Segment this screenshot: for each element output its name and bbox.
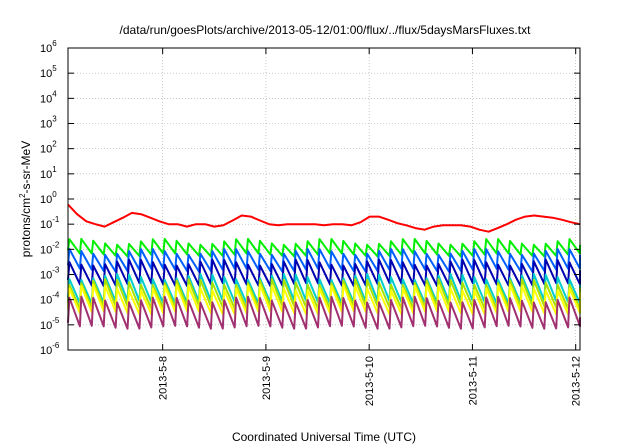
y-tick-label: 10-4 — [40, 291, 60, 307]
series-line — [67, 295, 581, 330]
y-tick-exponent: 4 — [52, 89, 57, 98]
y-tick-label: 10-5 — [40, 316, 60, 332]
y-axis-label: protons/cm2-s-sr-MeV — [18, 141, 33, 257]
series-line — [67, 237, 581, 258]
x-axis: 2013-5-8 2013-5-9 2013-5-10 2013-5-11 2013-5… — [158, 48, 583, 406]
x-tick-label: 2013-5-9 — [261, 356, 273, 400]
y-tick-exponent: -3 — [52, 266, 60, 275]
y-tick-label: 104 — [40, 89, 57, 105]
x-tick-label: 2013-5-8 — [158, 356, 170, 400]
y-tick-exponent: 2 — [52, 140, 57, 149]
y-tick-label: 101 — [40, 165, 57, 181]
y-tick-exponent: -1 — [52, 215, 60, 224]
y-tick-base: 10 — [40, 68, 52, 80]
chart-title: /data/run/goesPlots/archive/2013-05-12/0… — [120, 23, 532, 37]
y-tick-exponent: 6 — [52, 39, 57, 48]
y-tick-base: 10 — [40, 93, 52, 105]
y-tick-label: 10-3 — [40, 266, 60, 282]
y-tick-base: 10 — [40, 270, 52, 282]
y-axis-label-sup: 2 — [18, 193, 27, 198]
y-axis: 10-610-510-410-310-210-11001011021031041… — [40, 39, 580, 357]
y-tick-label: 10-2 — [40, 240, 60, 256]
series-line — [67, 248, 581, 273]
grid — [68, 48, 580, 350]
x-tick-label: 2013-5-11 — [467, 356, 479, 405]
y-tick-label: 10-1 — [40, 215, 60, 231]
y-axis-label-pre: protons/cm — [19, 198, 33, 257]
series-line — [67, 278, 581, 310]
x-axis-label: Coordinated Universal Time (UTC) — [232, 430, 416, 444]
y-tick-base: 10 — [40, 295, 52, 307]
y-tick-exponent: -4 — [52, 291, 60, 300]
y-tick-exponent: 3 — [52, 115, 57, 124]
series-line — [67, 258, 581, 287]
y-tick-exponent: -5 — [52, 316, 60, 325]
y-tick-base: 10 — [40, 43, 52, 55]
y-tick-exponent: -6 — [52, 341, 60, 350]
y-tick-label: 100 — [40, 190, 57, 206]
series-group — [67, 203, 581, 330]
y-tick-exponent: -2 — [52, 240, 60, 249]
x-tick-label: 2013-5-12 — [571, 356, 583, 406]
y-tick-exponent: 1 — [52, 165, 57, 174]
y-tick-base: 10 — [40, 169, 52, 181]
x-tick-label: 2013-5-10 — [364, 356, 376, 406]
y-tick-base: 10 — [40, 194, 52, 206]
y-tick-exponent: 5 — [52, 64, 57, 73]
y-tick-base: 10 — [40, 244, 52, 256]
y-tick-base: 10 — [40, 219, 52, 231]
y-tick-label: 105 — [40, 64, 57, 80]
y-tick-exponent: 0 — [52, 190, 57, 199]
y-tick-base: 10 — [40, 320, 52, 332]
y-tick-base: 10 — [40, 345, 52, 357]
y-tick-base: 10 — [40, 119, 52, 131]
y-tick-base: 10 — [40, 144, 52, 156]
y-tick-label: 106 — [40, 39, 57, 55]
series-line — [67, 203, 581, 233]
y-tick-label: 10-6 — [40, 341, 60, 357]
y-tick-label: 102 — [40, 140, 57, 156]
y-tick-label: 103 — [40, 115, 57, 131]
y-axis-label-post: -s-sr-MeV — [19, 141, 33, 194]
